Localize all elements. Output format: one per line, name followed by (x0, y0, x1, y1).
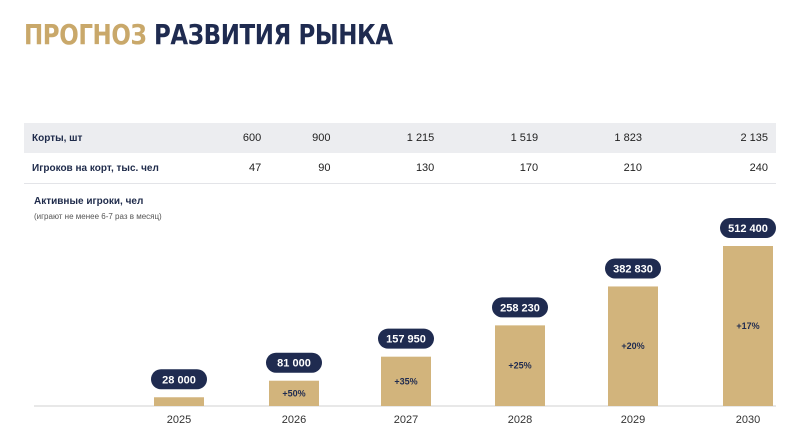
table-cell: 600 (192, 123, 262, 153)
chart-title: Активные игроки, чел (34, 196, 144, 207)
growth-label: +25% (508, 361, 531, 371)
value-label-pill (378, 328, 434, 349)
growth-label: +20% (621, 341, 644, 351)
chart-subtitle: (играют не менее 6-7 раз в месяц) (34, 212, 162, 221)
value-label: 382 830 (613, 263, 653, 275)
table-cell: 2 135 (641, 123, 776, 153)
x-tick-label: 2025 (167, 414, 191, 426)
value-label: 81 000 (277, 358, 311, 370)
table-cell: 210 (538, 153, 642, 184)
table-cell: 90 (261, 153, 331, 184)
growth-label: +35% (394, 376, 417, 386)
table-cell: 130 (330, 153, 435, 184)
bar-2025 (154, 397, 204, 406)
row-label-players: Игроков на корт, тыс. чел (24, 153, 192, 184)
row-label-courts: Корты, шт (24, 123, 192, 153)
stats-table: Корты, шт 600 900 1 215 1 519 1 823 2 13… (24, 123, 776, 184)
title-part-main: РАЗВИТИЯ РЫНКА (153, 18, 393, 51)
growth-label: +50% (282, 388, 305, 398)
table-cell: 1 519 (434, 123, 539, 153)
value-label-pill (605, 258, 661, 279)
bar-2028 (495, 325, 545, 406)
value-label-pill (720, 218, 776, 238)
x-tick-label: 2030 (736, 414, 760, 426)
bar-2029 (608, 286, 658, 406)
table-cell: 240 (641, 153, 776, 184)
page-title: ПРОГНОЗ РАЗВИТИЯ РЫНКА (24, 18, 393, 51)
table-cell: 1 215 (330, 123, 435, 153)
growth-label: +17% (736, 321, 759, 331)
x-tick-label: 2029 (621, 414, 645, 426)
table-row: Игроков на корт, тыс. чел 47 90 130 170 … (24, 153, 776, 184)
table-cell: 1 823 (538, 123, 642, 153)
x-tick-label: 2026 (282, 414, 306, 426)
value-label-pill (492, 297, 548, 318)
bar-2030 (723, 246, 773, 406)
table-row: Корты, шт 600 900 1 215 1 519 1 823 2 13… (24, 123, 776, 153)
value-label-pill (151, 369, 207, 390)
bar-2026 (269, 380, 319, 406)
x-tick-label: 2027 (394, 414, 418, 426)
value-label-pill (266, 352, 322, 373)
value-label: 157 950 (386, 334, 426, 346)
value-label: 258 230 (500, 302, 540, 314)
x-tick-label: 2028 (508, 414, 532, 426)
value-label: 28 000 (162, 374, 196, 386)
table-cell: 47 (192, 153, 262, 184)
table-cell: 900 (261, 123, 331, 153)
title-part-accent: ПРОГНОЗ (24, 18, 147, 51)
value-label: 512 400 (728, 223, 768, 235)
bar-2027 (381, 356, 431, 406)
table-cell: 170 (434, 153, 539, 184)
